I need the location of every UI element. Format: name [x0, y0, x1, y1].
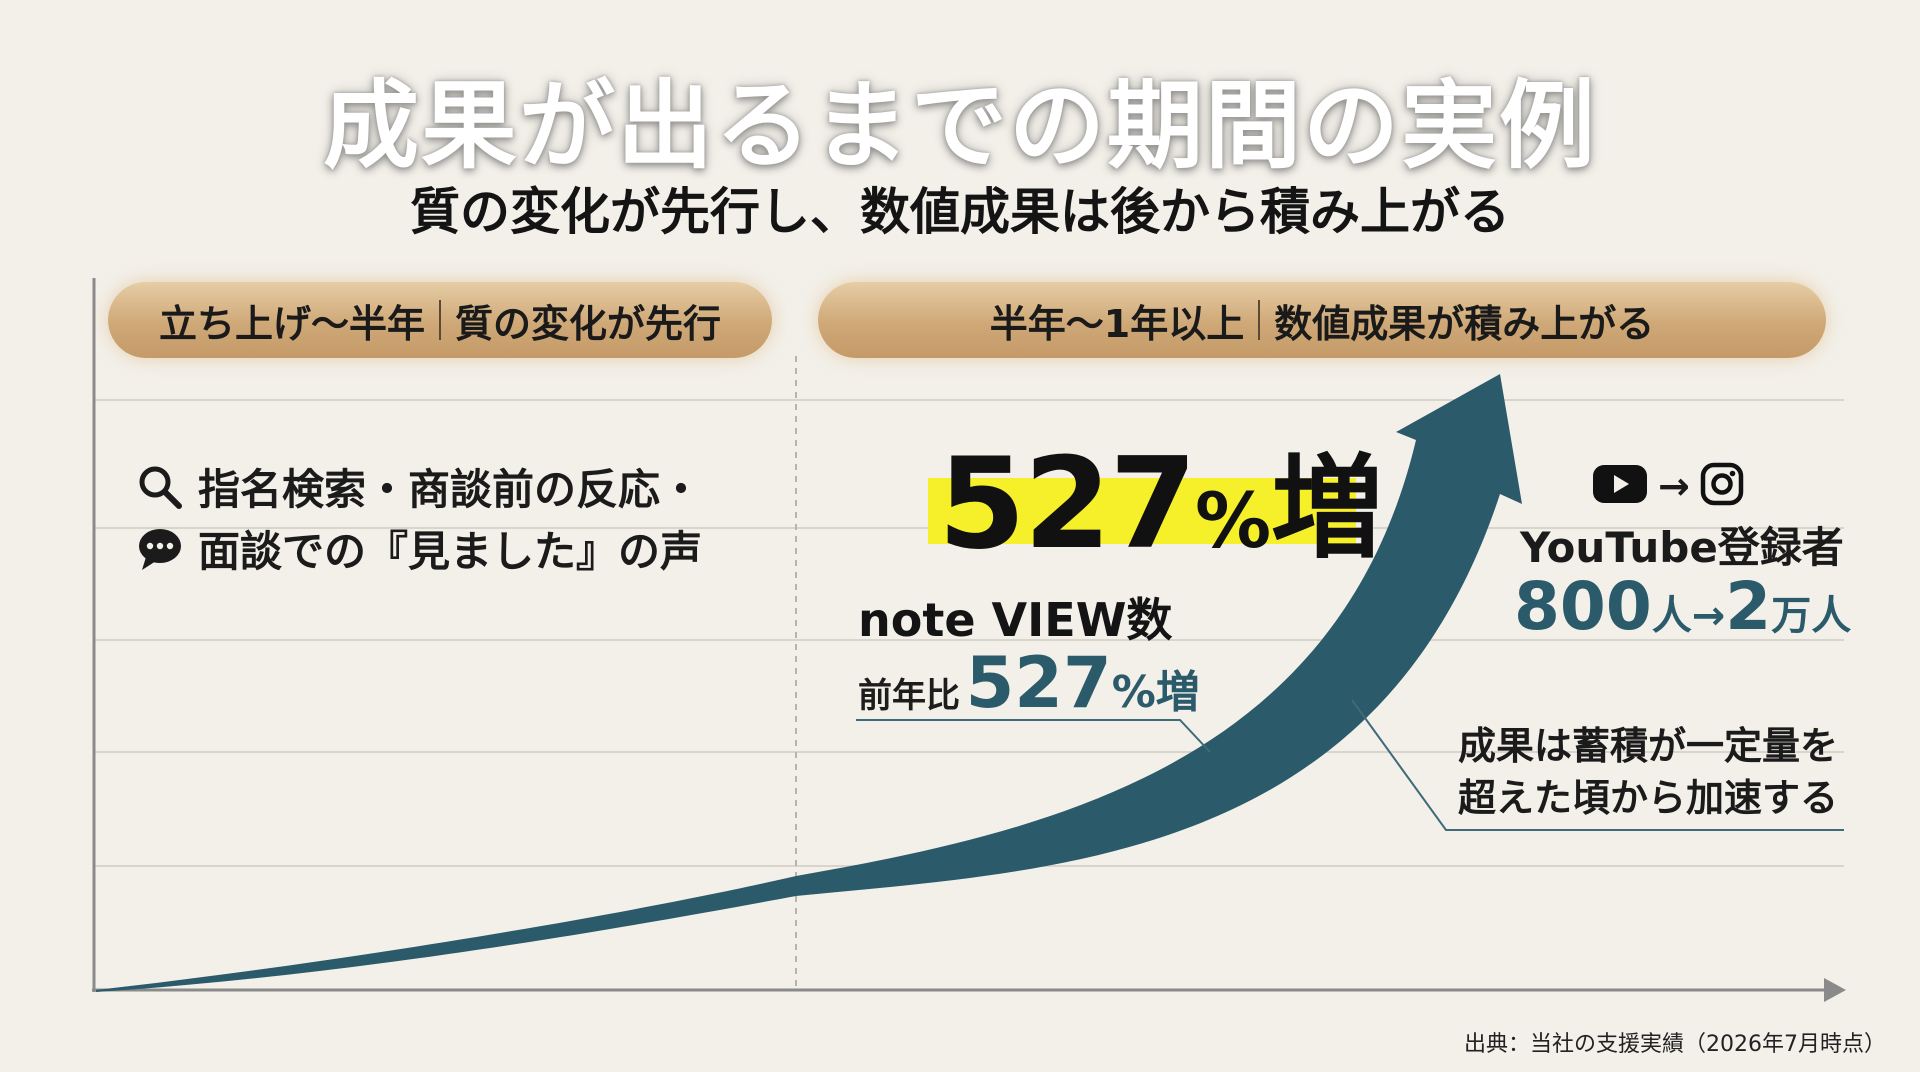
speech-bubble-icon	[136, 525, 184, 573]
phase-later-period: 半年〜1年以上	[989, 301, 1245, 346]
sns-icons: →	[1592, 462, 1744, 510]
note-view-label: note VIEW数	[858, 593, 1173, 647]
phase-early-desc: 質の変化が先行	[455, 301, 722, 346]
qualitative-line-1: 指名検索・商談前の反応・	[136, 456, 702, 517]
headline-suffix: 増	[1271, 444, 1384, 574]
source-note: 出典：当社の支援実績（2026年7月時点）	[1464, 1032, 1886, 1057]
grid-lines	[94, 399, 1844, 867]
instagram-icon	[1700, 462, 1744, 510]
page-subtitle: 質の変化が先行し、数値成果は後から積み上がる	[410, 183, 1510, 241]
search-icon	[136, 463, 184, 511]
youtube-to-unit: 万人	[1771, 593, 1852, 639]
youtube-to-number: 2	[1725, 568, 1772, 645]
note-view-stat: 前年比 527%増	[858, 642, 1200, 724]
phase-later-desc: 数値成果が積み上がる	[1274, 301, 1655, 346]
pill-separator	[439, 300, 441, 340]
note-view-percent: %	[1111, 667, 1156, 718]
note-view-prefix: 前年比	[858, 676, 960, 716]
page-title: 成果が出るまでの期間の実例	[323, 70, 1597, 182]
headline-stat: 527%増	[938, 418, 1383, 580]
accel-leader-line	[1351, 699, 1844, 831]
qualitative-line-2: 面談での『見ました』の声	[136, 518, 702, 579]
youtube-label: YouTube登録者	[1520, 523, 1844, 572]
youtube-from-number: 800	[1514, 568, 1652, 645]
phase-early-period: 立ち上げ〜半年	[158, 301, 425, 346]
note-leader-line	[856, 719, 1211, 753]
sns-arrow: →	[1658, 464, 1690, 508]
pill-separator	[1258, 300, 1261, 340]
qualitative-text-2: 面談での『見ました』の声	[198, 527, 703, 576]
acceleration-line-1: 成果は蓄積が一定量を	[1458, 724, 1839, 768]
youtube-icon	[1592, 464, 1648, 508]
x-axis-arrowhead	[1824, 978, 1846, 1002]
phase-early-pill: 立ち上げ〜半年 質の変化が先行	[108, 282, 772, 358]
acceleration-line-2: 超えた頃から加速する	[1458, 776, 1839, 820]
note-view-value: 527	[965, 642, 1112, 724]
acceleration-note: 成果は蓄積が一定量を 超えた頃から加速する	[1458, 720, 1838, 824]
phase-later-pill: 半年〜1年以上 数値成果が積み上がる	[818, 282, 1826, 358]
headline-percent: %	[1195, 476, 1272, 565]
headline-highlight	[928, 478, 1356, 544]
headline-number: 527	[938, 430, 1197, 577]
youtube-from-unit: 人	[1651, 593, 1692, 639]
note-view-suffix: 増	[1155, 667, 1200, 718]
youtube-stat: 800人→2万人	[1514, 568, 1851, 645]
youtube-arrow: →	[1691, 593, 1726, 639]
qualitative-text-1: 指名検索・商談前の反応・	[198, 465, 703, 514]
